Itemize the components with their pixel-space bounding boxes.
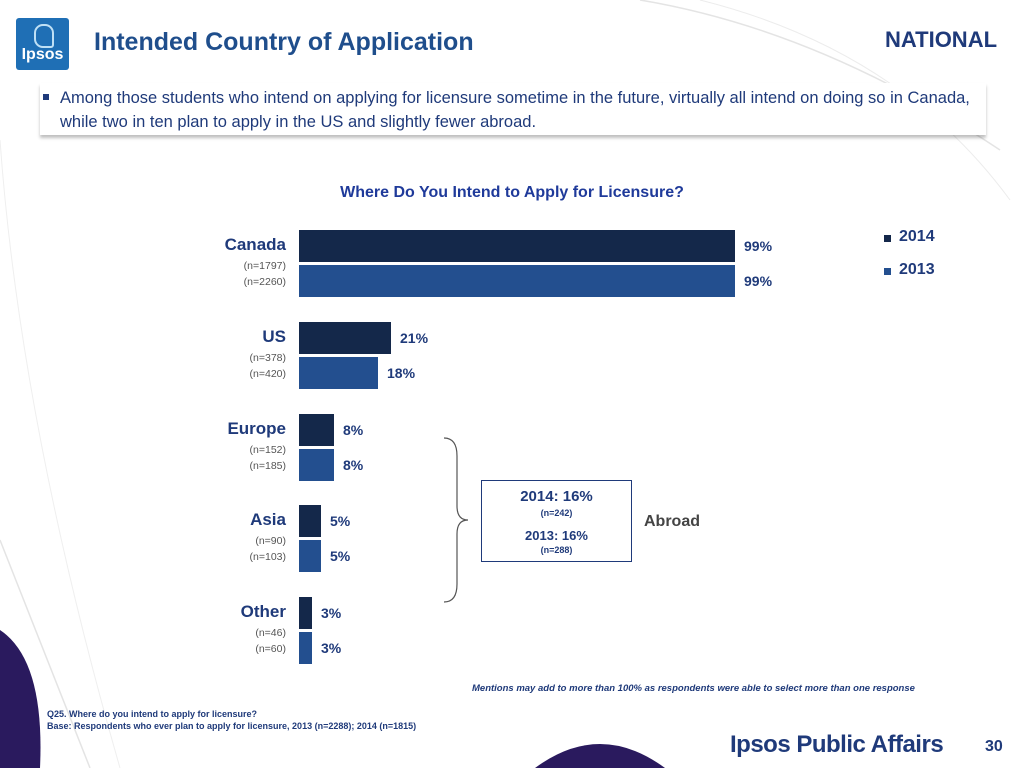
n-label-2014-canada: (n=1797): [243, 260, 286, 272]
category-label-other: Other: [240, 602, 286, 621]
value-label-2013-asia: 5%: [330, 548, 351, 564]
n-label-2014-us: (n=378): [249, 352, 286, 364]
abroad-summary-box: [481, 480, 632, 562]
logo-mark-icon: [34, 24, 54, 48]
legend-label-2014: 2014: [899, 228, 935, 245]
n-label-2014-asia: (n=90): [255, 535, 286, 547]
n-label-2013-europe: (n=185): [249, 460, 286, 472]
bar-2013-other: [299, 632, 312, 664]
abroad-label: Abroad: [644, 513, 700, 530]
legend-label-2013: 2013: [899, 261, 935, 278]
bar-2013-europe: [299, 449, 334, 481]
category-label-europe: Europe: [227, 419, 286, 438]
abroad-2014-value: 2014: 16%: [520, 488, 593, 505]
bar-2014-canada: [299, 230, 735, 262]
summary-text: Among those students who intend on apply…: [60, 89, 970, 131]
logo-text: Ipsos: [21, 46, 64, 63]
ipsos-logo: Ipsos: [16, 18, 69, 70]
n-label-2013-us: (n=420): [249, 368, 286, 380]
page-title: Intended Country of Application: [94, 28, 474, 56]
bullet-icon: [43, 94, 49, 100]
value-label-2013-europe: 8%: [343, 457, 364, 473]
category-label-canada: Canada: [224, 235, 286, 254]
question-text: Q25. Where do you intend to apply for li…: [47, 709, 258, 719]
abroad-2014-n: (n=242): [540, 508, 573, 518]
category-label-us: US: [262, 327, 286, 346]
n-label-2014-europe: (n=152): [249, 444, 286, 456]
n-label-2013-other: (n=60): [255, 643, 286, 655]
brand-logo-text: Ipsos Public Affairs: [730, 731, 944, 758]
abroad-2013-value: 2013: 16%: [525, 528, 588, 543]
n-label-2013-asia: (n=103): [249, 551, 286, 563]
value-label-2014-canada: 99%: [744, 238, 773, 254]
abroad-2013-n: (n=288): [540, 545, 573, 555]
value-label-2014-asia: 5%: [330, 513, 351, 529]
n-label-2013-canada: (n=2260): [243, 276, 286, 288]
region-label: NATIONAL: [885, 27, 998, 52]
value-label-2014-us: 21%: [400, 330, 429, 346]
bar-2013-canada: [299, 265, 735, 297]
chart-title: Where Do You Intend to Apply for Licensu…: [340, 184, 684, 201]
value-label-2014-europe: 8%: [343, 422, 364, 438]
value-label-2013-us: 18%: [387, 365, 416, 381]
bar-2014-europe: [299, 414, 334, 446]
bar-2014-asia: [299, 505, 321, 537]
base-text: Base: Respondents who ever plan to apply…: [47, 721, 417, 731]
bar-2014-other: [299, 597, 312, 629]
category-label-asia: Asia: [250, 510, 286, 529]
page-number: 30: [985, 738, 1003, 755]
bar-2013-asia: [299, 540, 321, 572]
legend-swatch-2014: [884, 235, 891, 242]
abroad-brace-icon: [443, 437, 469, 603]
value-label-2013-other: 3%: [321, 640, 342, 656]
bar-2014-us: [299, 322, 391, 354]
legend-swatch-2013: [884, 268, 891, 275]
footnote: Mentions may add to more than 100% as re…: [472, 683, 915, 694]
value-label-2014-other: 3%: [321, 605, 342, 621]
value-label-2013-canada: 99%: [744, 273, 773, 289]
n-label-2014-other: (n=46): [255, 627, 286, 639]
summary-panel: [40, 83, 986, 135]
bar-2013-us: [299, 357, 378, 389]
